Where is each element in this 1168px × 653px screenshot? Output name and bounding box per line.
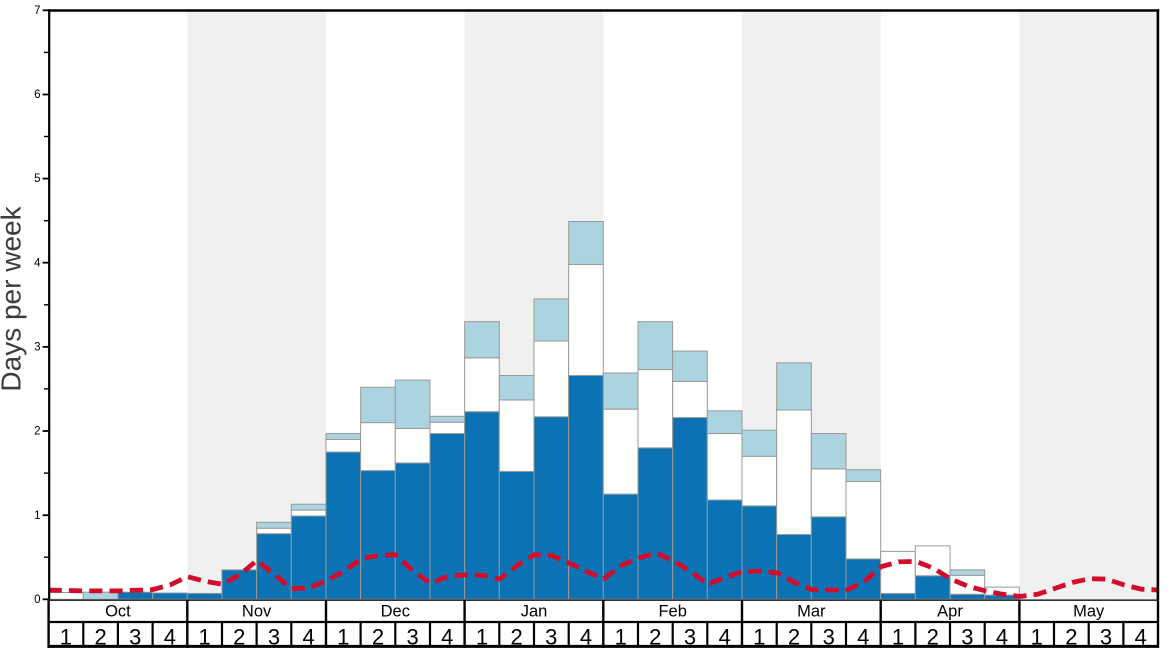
svg-text:3: 3 — [406, 625, 418, 649]
svg-text:3: 3 — [129, 625, 141, 649]
svg-text:Nov: Nov — [242, 603, 272, 621]
svg-text:1: 1 — [615, 625, 627, 649]
svg-text:2: 2 — [788, 625, 800, 649]
svg-text:Feb: Feb — [658, 603, 686, 621]
svg-text:4: 4 — [164, 625, 176, 649]
svg-text:3: 3 — [823, 625, 835, 649]
svg-text:3: 3 — [684, 625, 696, 649]
svg-text:Apr: Apr — [937, 603, 963, 621]
svg-text:Days per week: Days per week — [0, 205, 27, 391]
svg-text:3: 3 — [34, 342, 40, 354]
svg-text:4: 4 — [1135, 625, 1147, 649]
svg-text:3: 3 — [545, 625, 557, 649]
svg-text:5: 5 — [34, 173, 40, 185]
svg-text:Mar: Mar — [797, 603, 826, 621]
svg-text:1: 1 — [337, 625, 349, 649]
svg-text:4: 4 — [719, 625, 731, 649]
svg-text:1: 1 — [198, 625, 210, 649]
svg-text:Oct: Oct — [105, 603, 131, 621]
svg-text:1: 1 — [892, 625, 904, 649]
svg-text:2: 2 — [510, 625, 522, 649]
svg-text:4: 4 — [857, 625, 869, 649]
svg-text:3: 3 — [961, 625, 973, 649]
svg-text:2: 2 — [34, 426, 40, 438]
svg-text:1: 1 — [60, 625, 72, 649]
svg-text:2: 2 — [927, 625, 939, 649]
svg-text:3: 3 — [268, 625, 280, 649]
svg-text:4: 4 — [580, 625, 592, 649]
svg-text:6: 6 — [34, 89, 40, 101]
svg-text:0: 0 — [34, 594, 40, 606]
svg-text:Jan: Jan — [521, 603, 548, 621]
svg-text:4: 4 — [34, 257, 41, 269]
svg-text:1: 1 — [753, 625, 765, 649]
svg-text:2: 2 — [1065, 625, 1077, 649]
svg-text:2: 2 — [233, 625, 245, 649]
svg-text:3: 3 — [1100, 625, 1112, 649]
svg-text:4: 4 — [441, 625, 453, 649]
svg-text:1: 1 — [34, 510, 40, 522]
svg-text:4: 4 — [996, 625, 1008, 649]
svg-text:May: May — [1073, 603, 1105, 621]
svg-text:1: 1 — [476, 625, 488, 649]
svg-text:2: 2 — [372, 625, 384, 649]
svg-text:7: 7 — [34, 5, 40, 17]
svg-text:1: 1 — [1031, 625, 1043, 649]
svg-text:Dec: Dec — [381, 603, 410, 621]
svg-text:4: 4 — [302, 625, 314, 649]
svg-text:2: 2 — [94, 625, 106, 649]
svg-text:2: 2 — [649, 625, 661, 649]
